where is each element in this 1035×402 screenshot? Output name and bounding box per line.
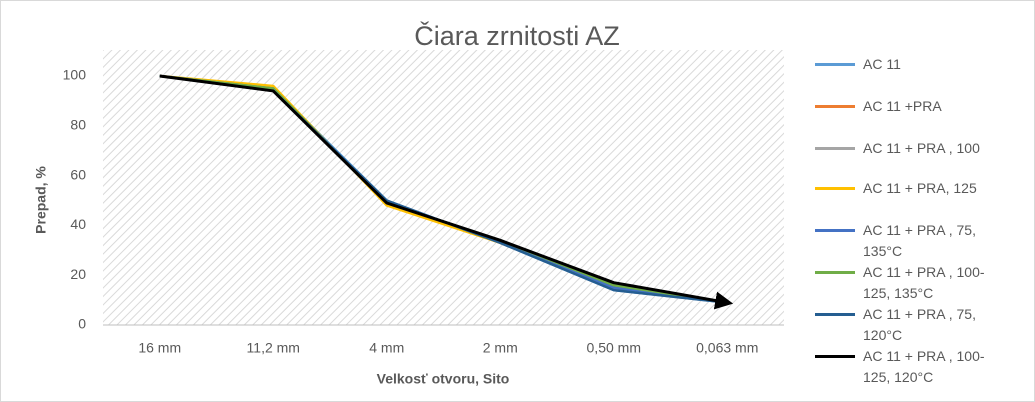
- legend-label: AC 11 + PRA, 125: [863, 180, 977, 196]
- legend-swatch: [815, 313, 855, 316]
- legend-item: AC 11 + PRA, 125: [815, 178, 1025, 199]
- legend-item: AC 11 + PRA , 100: [815, 138, 1025, 159]
- x-tick-label: 2 mm: [483, 340, 518, 356]
- legend-swatch: [815, 355, 855, 358]
- legend-label: AC 11 +PRA: [863, 98, 942, 114]
- legend-label: AC 11 + PRA , 100-125, 120°C: [863, 348, 985, 385]
- x-tick-label: 0,50 mm: [587, 340, 641, 356]
- x-axis-title: Velkosť otvoru, Sito: [377, 371, 510, 387]
- y-tick-label: 0: [78, 316, 86, 332]
- legend-label: AC 11 + PRA , 100: [863, 140, 980, 156]
- x-tick-label: 16 mm: [138, 340, 181, 356]
- x-tick-label: 11,2 mm: [247, 340, 300, 356]
- legend-swatch: [815, 229, 855, 232]
- legend-item: AC 11 + PRA , 100-125, 135°C: [815, 262, 1025, 304]
- legend-item: AC 11 + PRA , 100-125, 120°C: [815, 346, 1025, 388]
- y-axis-title: Prepad, %: [33, 166, 49, 234]
- legend-item: AC 11 +PRA: [815, 96, 1025, 117]
- plot-area: [103, 50, 784, 325]
- y-tick-label: 100: [63, 67, 87, 83]
- legend-swatch: [815, 63, 855, 66]
- y-tick-label: 60: [70, 166, 86, 182]
- series-line: [159, 74, 734, 310]
- y-tick-label: 80: [70, 117, 86, 133]
- legend-swatch: [815, 147, 855, 150]
- legend-swatch: [815, 187, 855, 190]
- legend-label: AC 11 + PRA , 75, 120°C: [863, 306, 976, 343]
- legend-label: AC 11 + PRA , 75, 135°C: [863, 222, 976, 259]
- legend-swatch: [815, 105, 855, 108]
- chart-title: Čiara zrnitosti AZ: [414, 20, 620, 51]
- legend-label: AC 11 + PRA , 100-125, 135°C: [863, 264, 985, 301]
- legend-swatch: [815, 271, 855, 274]
- legend-item: AC 11 + PRA , 75, 120°C: [815, 304, 1025, 346]
- legend-label: AC 11: [863, 56, 901, 72]
- legend-item: AC 11 + PRA , 75, 135°C: [815, 220, 1025, 262]
- x-tick-label: 0,063 mm: [696, 340, 758, 356]
- y-tick-label: 20: [70, 266, 86, 282]
- y-tick-label: 40: [70, 216, 86, 232]
- x-tick-label: 4 mm: [369, 340, 404, 356]
- legend-item: AC 11: [815, 54, 1025, 75]
